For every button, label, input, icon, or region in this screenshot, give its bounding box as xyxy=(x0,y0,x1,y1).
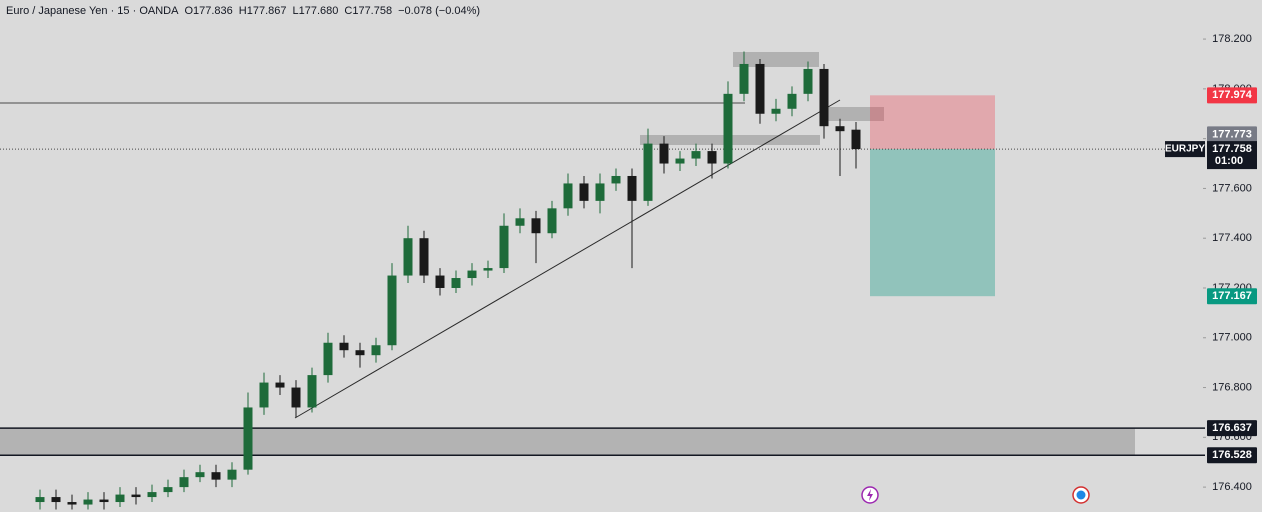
candle-body xyxy=(243,407,253,470)
symbol-box xyxy=(1165,141,1205,158)
legend-key: H xyxy=(239,5,247,17)
legend-value: 177.758 xyxy=(352,5,392,17)
trend-line xyxy=(294,99,841,419)
news-icon-glyph xyxy=(1076,490,1086,500)
candle-body xyxy=(211,472,221,480)
candle-body xyxy=(387,275,397,346)
candle-body xyxy=(579,183,589,201)
candle-body xyxy=(195,472,205,478)
candle-body xyxy=(563,183,573,209)
current-price-label: 177.758 xyxy=(1212,143,1252,155)
candle-body xyxy=(787,93,797,109)
candle-body xyxy=(51,497,61,503)
candle-body xyxy=(451,278,461,288)
candle-body xyxy=(371,345,381,356)
candle-body xyxy=(755,63,765,114)
candle-body xyxy=(659,143,669,164)
candle-body xyxy=(643,143,653,201)
y-tick-label: 177.600 xyxy=(1212,182,1252,194)
supply-box xyxy=(822,107,884,121)
candle-body xyxy=(851,129,861,150)
target-label: 177.167 xyxy=(1212,290,1252,302)
event-icon-glyph xyxy=(867,489,873,501)
candle-body xyxy=(131,494,141,498)
candle-body xyxy=(67,502,77,505)
stop-label-box xyxy=(1207,87,1257,104)
target-label-box xyxy=(1207,288,1257,305)
zone-top-label: 176.637 xyxy=(1212,422,1252,434)
candle-body xyxy=(35,497,45,503)
candle-body xyxy=(515,218,525,226)
drawings xyxy=(0,52,884,419)
candle-body xyxy=(355,350,365,356)
candle-body xyxy=(291,387,301,408)
candle-body xyxy=(771,108,781,114)
y-tick-label: 176.800 xyxy=(1212,381,1252,393)
candle-body xyxy=(259,382,269,408)
countdown-label: 01:00 xyxy=(1215,155,1243,167)
candle-body xyxy=(435,275,445,288)
candle-body xyxy=(739,63,749,94)
zone-bottom-label-box xyxy=(1207,447,1257,464)
zone-top-label-box xyxy=(1207,420,1257,437)
candle-body xyxy=(595,183,605,201)
ohlc-legend: O 177.836 H 177.867 L 177.680 C 177.758 −0.078 (… xyxy=(184,5,480,17)
candle-body xyxy=(339,342,349,351)
legend-key: O xyxy=(184,5,193,17)
candle-body xyxy=(83,499,93,505)
candle-body xyxy=(275,382,285,388)
symbol-label: EURJPY xyxy=(1165,144,1205,155)
candle-body xyxy=(819,68,829,127)
candle-body xyxy=(531,218,541,234)
y-tick-label: 177.400 xyxy=(1212,232,1252,244)
candle-body xyxy=(323,342,333,376)
legend-value: 177.680 xyxy=(299,5,339,17)
candle-body xyxy=(115,494,125,503)
candle-body xyxy=(179,477,189,488)
candle-body xyxy=(691,151,701,159)
legend-key: C xyxy=(344,5,352,17)
candle-body xyxy=(307,375,317,408)
chart-title: Euro / Japanese Yen · 15 · OANDA xyxy=(6,5,179,17)
demand-zone xyxy=(0,428,1135,456)
stop-label: 177.974 xyxy=(1212,89,1253,101)
candle-body xyxy=(835,126,845,132)
candle-body xyxy=(483,268,493,271)
candle-body xyxy=(163,487,173,493)
candle-body xyxy=(467,270,477,279)
y-tick-label: 178.200 xyxy=(1212,33,1252,45)
marker-label-box xyxy=(1207,126,1257,143)
legend-value: 177.867 xyxy=(247,5,287,17)
marker-label: 177.773 xyxy=(1212,128,1252,140)
current-price-box xyxy=(1207,141,1257,170)
legend-key: L xyxy=(292,5,298,17)
candle-body xyxy=(147,492,157,498)
candle-body xyxy=(99,499,109,503)
zone-bottom-label: 176.528 xyxy=(1212,449,1252,461)
stop-area xyxy=(870,95,995,150)
target-area xyxy=(870,149,995,297)
candle-body xyxy=(547,208,557,234)
candle-body xyxy=(723,93,733,164)
candle-body xyxy=(675,158,685,164)
candle-body xyxy=(611,175,621,184)
candle-body xyxy=(627,175,637,201)
candle-body xyxy=(227,469,237,480)
candle-body xyxy=(707,151,717,164)
candle-body xyxy=(803,68,813,94)
legend-value: −0.078 (−0.04%) xyxy=(398,5,480,17)
candle-body xyxy=(419,238,429,276)
supply-box xyxy=(733,52,819,67)
candle-body xyxy=(403,238,413,276)
candle-body xyxy=(499,225,509,269)
legend-value: 177.836 xyxy=(193,5,233,17)
y-tick-label: 177.000 xyxy=(1212,332,1252,344)
y-tick-label: 176.400 xyxy=(1212,481,1252,493)
